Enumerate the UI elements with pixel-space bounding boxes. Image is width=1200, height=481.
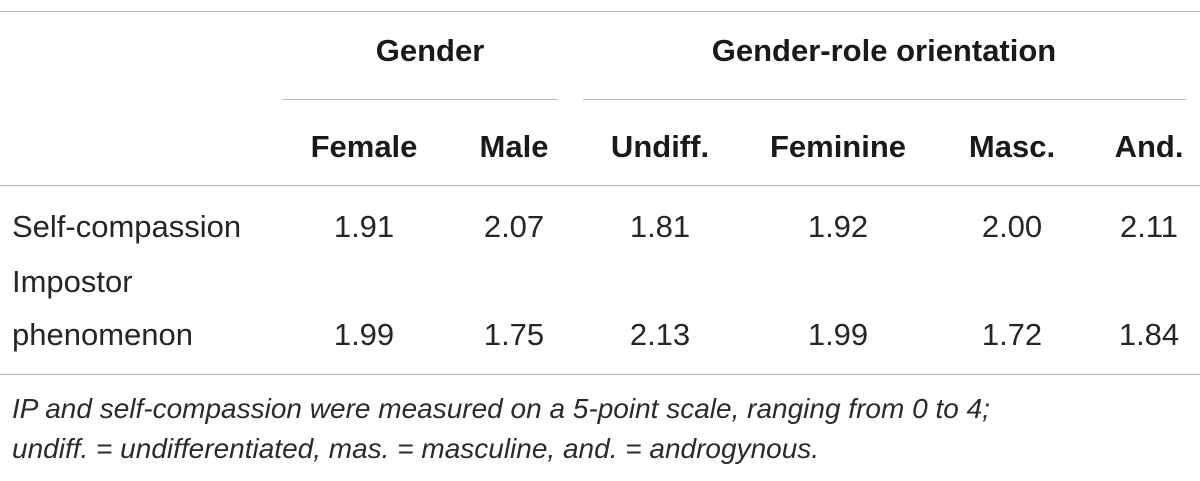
table-footnote-line2: undiff. = undifferentiated, mas. = mascu… [12,433,820,464]
table-top-rule [0,11,1200,12]
cell-impostor-masc: 1.72 [981,317,1043,352]
column-header-and: And. [1114,129,1184,164]
header-bottom-rule [0,185,1200,186]
cell-self-compassion-feminine: 1.92 [807,209,869,244]
row-label-self-compassion: Self-compassion [12,209,242,244]
cell-self-compassion-masc: 2.00 [981,209,1043,244]
gender-role-group-rule [583,99,1186,100]
cell-impostor-male: 1.75 [483,317,545,352]
cell-self-compassion-male: 2.07 [483,209,545,244]
cell-self-compassion-female: 1.91 [333,209,395,244]
cell-impostor-undiff: 2.13 [629,317,691,352]
cell-impostor-feminine: 1.99 [807,317,869,352]
column-header-male: Male [479,129,549,164]
cell-self-compassion-undiff: 1.81 [629,209,691,244]
column-header-female: Female [310,129,418,164]
cell-impostor-female: 1.99 [333,317,395,352]
group-header-gender-role: Gender-role orientation [711,33,1057,68]
column-header-feminine: Feminine [769,129,907,164]
group-header-gender: Gender [375,33,485,68]
cell-self-compassion-and: 2.11 [1119,209,1179,244]
row-label-impostor-line1: Impostor [12,264,133,299]
table-bottom-rule [0,374,1200,375]
column-header-undiff: Undiff. [610,129,710,164]
gender-group-rule [283,99,558,100]
cell-impostor-and: 1.84 [1118,317,1180,352]
column-header-masc: Masc. [968,129,1056,164]
row-label-impostor-line2: phenomenon [12,317,193,352]
table-footnote-line1: IP and self-compassion were measured on … [12,393,990,424]
